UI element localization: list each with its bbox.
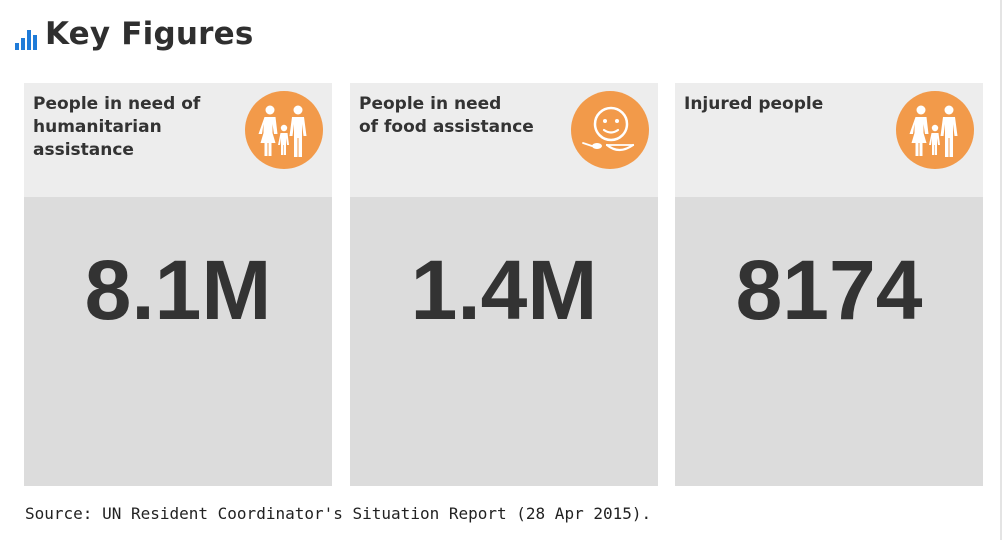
family-icon	[245, 91, 323, 169]
key-figure-card-injured: Injured people 8174	[675, 83, 983, 486]
card-label: Injured people	[684, 94, 824, 114]
divider	[1000, 0, 1002, 540]
key-figure-card-humanitarian: People in need of humanitarian assistanc…	[24, 83, 332, 486]
card-value: 8.1M	[84, 243, 272, 337]
card-body: 8174	[675, 197, 983, 486]
food-icon	[571, 91, 649, 169]
card-body: 1.4M	[350, 197, 658, 486]
card-body: 8.1M	[24, 197, 332, 486]
card-value: 1.4M	[410, 243, 598, 337]
card-value: 8174	[735, 243, 923, 337]
bar-chart-icon	[14, 27, 42, 51]
card-label: People in need of humanitarian assistanc…	[33, 94, 201, 160]
source-note: Source: UN Resident Coordinator's Situat…	[25, 504, 652, 523]
key-figure-card-food: People in need of food assistance 1.4M	[350, 83, 658, 486]
card-header: People in need of humanitarian assistanc…	[24, 83, 332, 197]
card-label: People in need of food assistance	[359, 94, 534, 137]
family-icon	[896, 91, 974, 169]
header: Key Figures	[14, 12, 254, 56]
card-header: Injured people	[675, 83, 983, 197]
page-title: Key Figures	[45, 16, 254, 52]
card-header: People in need of food assistance	[350, 83, 658, 197]
